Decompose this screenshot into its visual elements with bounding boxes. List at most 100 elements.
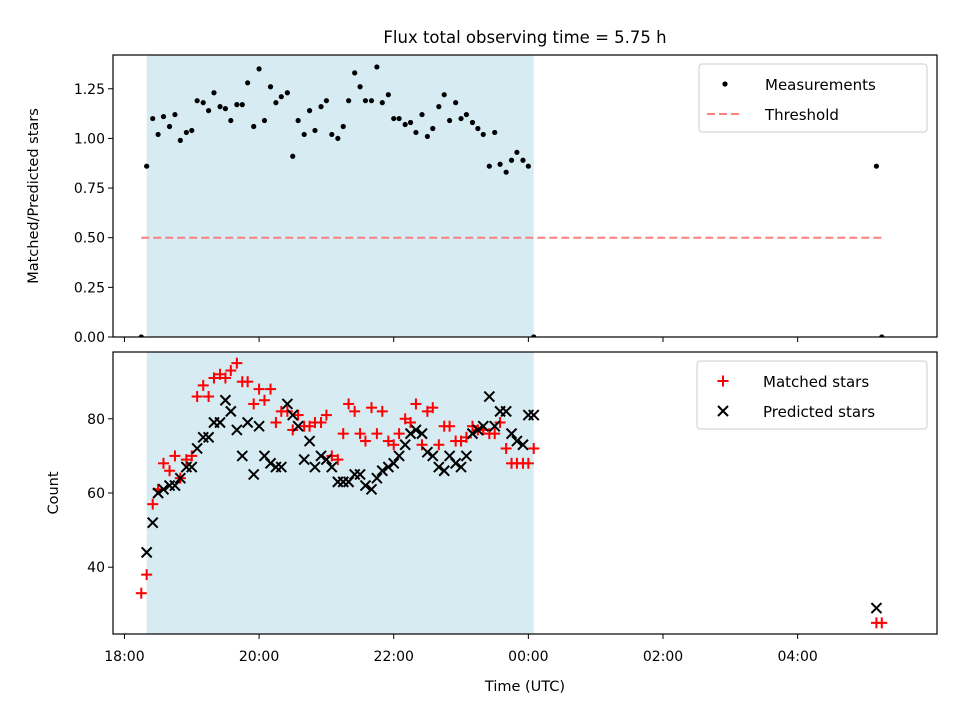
data-point	[160, 113, 167, 120]
data-point	[284, 90, 290, 96]
y-axis-label: Matched/Predicted stars	[26, 108, 42, 284]
data-point	[231, 424, 243, 436]
legend: Matched stars Predicted stars	[696, 360, 928, 430]
data-point	[371, 428, 383, 440]
y-tick-label: 1.00	[74, 131, 105, 147]
marker-stroke	[303, 435, 316, 447]
data-point	[453, 100, 459, 106]
data-point	[239, 102, 245, 108]
marker-stroke	[354, 468, 366, 481]
marker-stroke	[472, 424, 484, 436]
marker-stroke	[455, 461, 467, 473]
data-point	[320, 409, 332, 421]
marker-stroke	[421, 446, 434, 458]
data-point	[135, 587, 147, 599]
marker-stroke	[511, 435, 523, 447]
data-point	[177, 137, 183, 143]
data-point	[222, 106, 229, 112]
data-point	[147, 498, 159, 510]
legend-box	[698, 63, 928, 133]
data-point	[228, 117, 234, 124]
data-point	[508, 157, 515, 163]
data-point	[391, 115, 397, 122]
data-point	[399, 439, 411, 451]
data-point	[469, 119, 476, 126]
data-point	[517, 439, 529, 451]
data-point	[253, 420, 265, 432]
marker-stroke	[264, 457, 277, 470]
data-point	[396, 115, 402, 122]
marker-stroke	[236, 450, 248, 462]
data-point	[500, 405, 512, 418]
series-matched-stars	[135, 357, 888, 629]
legend-label: Measurements	[765, 76, 876, 94]
data-point	[722, 81, 728, 87]
data-point	[157, 457, 169, 469]
marker-stroke	[231, 424, 243, 436]
data-point	[371, 472, 383, 484]
axes-frame	[112, 54, 938, 338]
marker-stroke	[427, 450, 439, 462]
legend-label: Predicted stars	[763, 403, 875, 421]
marker-stroke	[298, 453, 310, 466]
data-point	[191, 442, 203, 455]
data-point	[514, 149, 520, 155]
data-point	[494, 417, 506, 428]
data-point	[477, 420, 489, 432]
data-point	[337, 428, 349, 440]
x-axis-label: Time (UTC)	[484, 679, 565, 695]
marker-stroke	[528, 409, 540, 421]
x-tick-label: 02:00	[643, 649, 683, 665]
data-point	[326, 450, 338, 462]
series-predicted-stars	[140, 390, 883, 614]
data-point	[376, 405, 388, 417]
marker-stroke	[433, 461, 445, 473]
data-point	[172, 111, 178, 118]
data-point	[421, 446, 434, 458]
data-point	[500, 442, 512, 454]
data-point	[245, 80, 251, 86]
data-point	[393, 428, 405, 440]
data-point	[225, 365, 237, 377]
marker-stroke	[225, 405, 237, 418]
data-point	[379, 100, 385, 106]
data-point	[183, 129, 189, 136]
data-point	[374, 64, 380, 70]
data-point	[275, 461, 288, 473]
data-point	[320, 453, 333, 466]
y-tick-label: 0.00	[74, 330, 105, 346]
data-point	[138, 334, 144, 337]
marker-stroke	[483, 390, 496, 403]
marker-stroke	[488, 420, 501, 432]
y-tick-label: 0.50	[74, 231, 105, 247]
data-point	[424, 133, 430, 140]
data-point	[460, 450, 473, 462]
data-point	[503, 169, 509, 175]
data-point	[402, 121, 408, 128]
data-point	[717, 405, 729, 417]
data-point	[416, 439, 428, 451]
data-point	[873, 163, 880, 169]
data-point	[197, 379, 209, 391]
data-point	[349, 405, 361, 417]
legend-label: Threshold	[764, 106, 839, 124]
data-point	[256, 66, 262, 72]
data-point	[492, 129, 498, 136]
data-point	[438, 465, 450, 477]
data-point	[405, 417, 417, 428]
data-point	[301, 131, 307, 138]
data-point	[306, 108, 313, 114]
data-point	[427, 450, 439, 462]
data-point	[407, 119, 414, 126]
marker-stroke	[174, 472, 187, 484]
data-point	[261, 117, 268, 124]
legend-box	[696, 360, 928, 430]
data-point	[191, 391, 203, 403]
data-point	[335, 135, 341, 142]
data-point	[359, 479, 372, 492]
data-point	[267, 84, 274, 90]
data-point	[287, 409, 299, 421]
data-point	[413, 129, 419, 136]
data-point	[270, 417, 282, 428]
data-point	[497, 161, 503, 167]
